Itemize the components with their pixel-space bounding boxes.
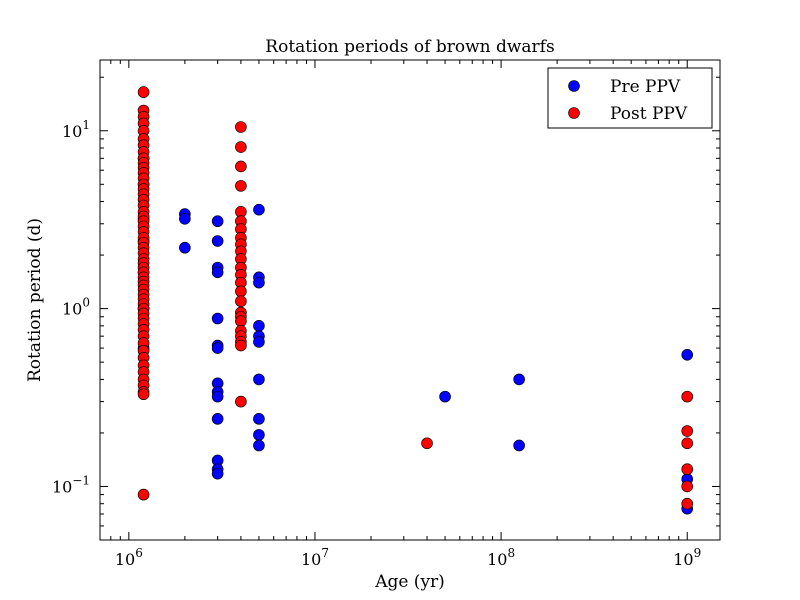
legend-marker [568, 107, 580, 119]
x-tick-label: 107 [301, 546, 329, 569]
pre-ppv-point [513, 439, 525, 452]
pre-ppv-point [253, 373, 265, 386]
x-tick-label: 108 [487, 546, 515, 569]
pre-ppv-point [253, 203, 265, 216]
legend-label: Pre PPV [610, 77, 681, 97]
y-tick-label: 100 [62, 296, 90, 319]
post-ppv-point [235, 121, 247, 133]
pre-ppv-point [253, 276, 265, 289]
legend-marker [568, 80, 580, 92]
pre-ppv-point [253, 320, 265, 332]
pre-ppv-point [179, 241, 191, 254]
pre-ppv-point [211, 413, 224, 425]
x-tick-label: 109 [673, 546, 701, 569]
points-layer [137, 86, 694, 515]
post-ppv-point [681, 425, 694, 437]
pre-ppv-point [211, 312, 224, 325]
pre-ppv-point [211, 390, 224, 403]
ticks-layer: 106 107 108 109 10−1 100 101 [52, 60, 720, 569]
post-ppv-point [235, 285, 247, 298]
post-ppv-point [681, 390, 694, 403]
post-ppv-point [137, 488, 150, 501]
post-ppv-point [681, 463, 694, 476]
pre-ppv-point [681, 348, 694, 361]
pre-ppv-point [253, 429, 265, 441]
pre-ppv-point [253, 336, 265, 348]
post-ppv-point [235, 339, 247, 352]
pre-ppv-point [211, 467, 224, 480]
post-ppv-point [681, 437, 694, 450]
pre-ppv-point [211, 266, 224, 279]
post-ppv-point [235, 180, 247, 192]
y-axis-title: Rotation period (d) [25, 218, 45, 382]
post-ppv-point [235, 160, 247, 173]
post-ppv-point [137, 86, 150, 98]
legend-label: Post PPV [610, 104, 688, 124]
plot-frame [99, 59, 721, 541]
y-tick-label: 10−1 [52, 473, 90, 496]
post-ppv-point [681, 497, 694, 510]
x-tick-label: 106 [115, 546, 143, 569]
pre-ppv-point [439, 390, 451, 403]
post-ppv-point [681, 480, 694, 493]
chart-title: Rotation periods of brown dwarfs [265, 37, 554, 57]
pre-ppv-point [253, 439, 265, 452]
pre-ppv-point [211, 342, 224, 354]
pre-ppv-point [253, 413, 265, 425]
pre-ppv-point [513, 373, 525, 386]
pre-ppv-point [211, 235, 224, 247]
pre-ppv-point [179, 212, 191, 225]
legend: Pre PPV Post PPV [547, 67, 713, 129]
pre-ppv-point [211, 215, 224, 228]
post-ppv-point [137, 388, 150, 401]
post-ppv-point [235, 141, 247, 153]
post-ppv-point [421, 437, 433, 450]
x-axis-title: Age (yr) [374, 572, 445, 592]
post-ppv-point [235, 395, 247, 408]
y-tick-label: 101 [62, 118, 90, 141]
post-ppv-point [235, 295, 247, 308]
post-ppv-point [235, 315, 247, 327]
